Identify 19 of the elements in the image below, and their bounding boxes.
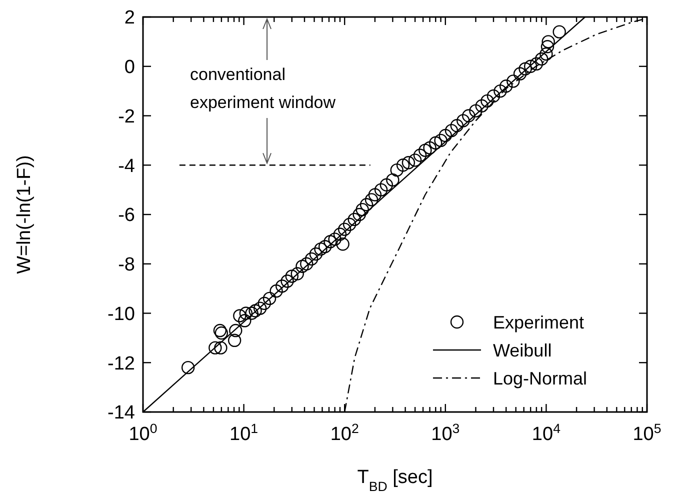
x-tick-label: 10$^{5}$ xyxy=(632,420,662,445)
x-tick-label: 10$^{1}$ xyxy=(230,420,258,445)
y-tick-label: -12 xyxy=(108,353,135,374)
y-tick-label: -6 xyxy=(118,205,135,226)
legend-label: Log-Normal xyxy=(493,368,588,388)
annotation: conventional experiment window xyxy=(190,65,336,112)
y-tick-label: -2 xyxy=(118,106,135,128)
y-tick-label: -4 xyxy=(118,156,136,177)
y-tick-label: 2 xyxy=(124,8,135,29)
legend-label: Experiment xyxy=(493,312,584,332)
legend-label: Weibull xyxy=(493,340,552,360)
x-tick-label: 10$^{4}$ xyxy=(532,420,560,445)
y-tick-label: -8 xyxy=(118,254,135,276)
y-tick-label: 0 xyxy=(124,57,135,78)
x-tick-label: 10$^{3}$ xyxy=(431,420,460,445)
y-tick-label: -10 xyxy=(108,304,135,325)
x-axis-title: T$_{BD}$ [sec] xyxy=(357,467,433,494)
y-axis-title: W=ln(-ln(1-F)) xyxy=(14,155,35,274)
x-tick-label: 10$^{2}$ xyxy=(330,420,359,445)
